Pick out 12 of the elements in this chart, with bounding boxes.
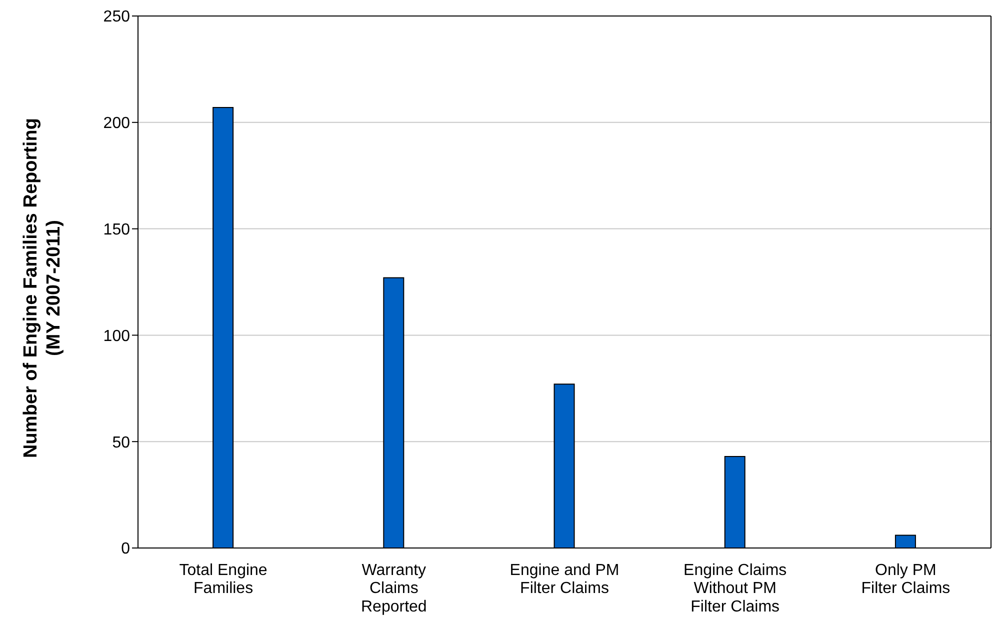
x-tick-label: Engine Claims Without PM Filter Claims [684, 562, 787, 616]
x-tick-label: Total Engine Families [179, 562, 268, 598]
x-tick-label: Warranty Claims Reported [360, 562, 427, 616]
x-tick-label: Engine and PM Filter Claims [510, 562, 620, 598]
y-tick-label: 50 [112, 434, 130, 452]
y-axis-title: Number of Engine Families Reporting (MY 2007-2011) [20, 118, 64, 458]
y-tick-label: 150 [103, 221, 130, 238]
y-tick-label: 100 [103, 328, 130, 345]
y-tick-label: 0 [121, 540, 130, 558]
y-tick-label: 200 [103, 115, 130, 132]
x-tick-label: Only PM Filter Claims [861, 562, 950, 598]
y-tick-label: 250 [103, 8, 130, 26]
